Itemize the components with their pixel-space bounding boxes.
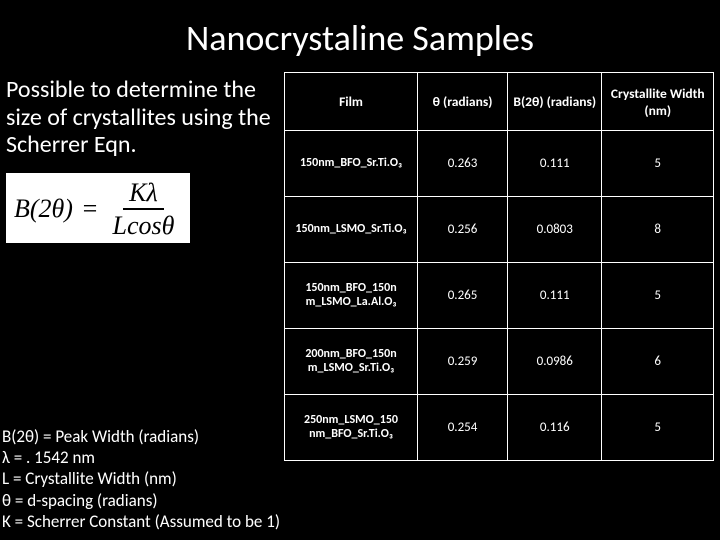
table-row: 150nm_LSMO_Sr.Ti.O₃ 0.256 0.0803 8 <box>285 197 714 263</box>
right-column: Film θ (radians) B(2θ) (radians) Crystal… <box>284 68 714 461</box>
cell-theta: 0.265 <box>417 263 507 329</box>
definition-line: K = Scherrer Constant (Assumed to be 1) <box>2 511 400 532</box>
th-b2theta: B(2θ) (radians) <box>508 73 602 131</box>
cell-width: 5 <box>602 395 714 461</box>
cell-theta: 0.263 <box>417 131 507 197</box>
definition-line: θ = d-spacing (radians) <box>2 490 400 511</box>
left-column: Possible to determine the size of crysta… <box>0 68 284 461</box>
table-row: 200nm_BFO_150n m_LSMO_Sr.Ti.O₃ 0.259 0.0… <box>285 329 714 395</box>
table-row: 150nm_BFO_150n m_LSMO_La.Al.O₃ 0.265 0.1… <box>285 263 714 329</box>
definition-line: B(2θ) = Peak Width (radians) <box>2 426 400 447</box>
definitions: B(2θ) = Peak Width (radians) λ = . 1542 … <box>0 426 400 532</box>
equation-eq: = <box>81 194 99 224</box>
intro-text: Possible to determine the size of crysta… <box>6 76 278 159</box>
cell-b2theta: 0.111 <box>508 131 602 197</box>
slide-title: Nanocrystaline Samples <box>0 0 720 68</box>
cell-width: 8 <box>602 197 714 263</box>
equation-numerator: Kλ <box>123 179 164 210</box>
cell-b2theta: 0.111 <box>508 263 602 329</box>
cell-b2theta: 0.116 <box>508 395 602 461</box>
th-width: Crystallite Width (nm) <box>602 73 714 131</box>
data-table: Film θ (radians) B(2θ) (radians) Crystal… <box>284 72 714 461</box>
cell-film: 200nm_BFO_150n m_LSMO_Sr.Ti.O₃ <box>285 329 418 395</box>
definition-line: L = Crystallite Width (nm) <box>2 468 400 489</box>
definition-line: λ = . 1542 nm <box>2 447 400 468</box>
cell-film: 150nm_BFO_150n m_LSMO_La.Al.O₃ <box>285 263 418 329</box>
table-header-row: Film θ (radians) B(2θ) (radians) Crystal… <box>285 73 714 131</box>
cell-b2theta: 0.0986 <box>508 329 602 395</box>
body: Possible to determine the size of crysta… <box>0 68 720 461</box>
th-film: Film <box>285 73 418 131</box>
equation: B(2θ) = Kλ Lcosθ <box>14 179 180 240</box>
equation-box: B(2θ) = Kλ Lcosθ <box>6 173 190 244</box>
th-theta: θ (radians) <box>417 73 507 131</box>
cell-width: 5 <box>602 131 714 197</box>
cell-film: 150nm_LSMO_Sr.Ti.O₃ <box>285 197 418 263</box>
table-row: 150nm_BFO_Sr.Ti.O₃ 0.263 0.111 5 <box>285 131 714 197</box>
equation-fraction: Kλ Lcosθ <box>107 179 181 240</box>
equation-denominator: Lcosθ <box>107 210 181 239</box>
cell-theta: 0.259 <box>417 329 507 395</box>
cell-theta: 0.256 <box>417 197 507 263</box>
cell-b2theta: 0.0803 <box>508 197 602 263</box>
cell-film: 150nm_BFO_Sr.Ti.O₃ <box>285 131 418 197</box>
cell-width: 5 <box>602 263 714 329</box>
slide: Nanocrystaline Samples Possible to deter… <box>0 0 720 540</box>
cell-theta: 0.254 <box>417 395 507 461</box>
equation-lhs: B(2θ) <box>14 194 73 224</box>
cell-width: 6 <box>602 329 714 395</box>
